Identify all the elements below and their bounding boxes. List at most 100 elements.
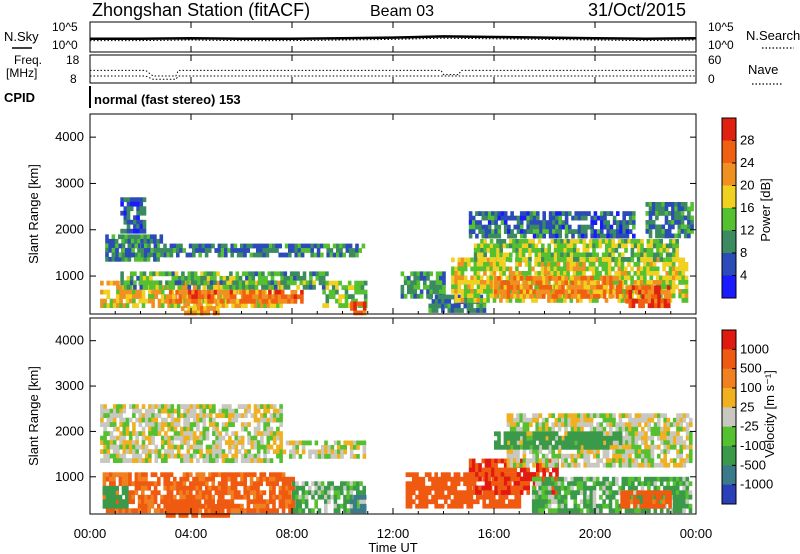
heatmap-cell	[538, 485, 542, 491]
heatmap-cell	[483, 239, 487, 244]
heatmap-cell	[154, 413, 159, 418]
heatmap-cell	[195, 485, 199, 491]
heatmap-cell	[141, 476, 145, 482]
heatmap-cell	[246, 490, 251, 496]
cpid-label: CPID	[4, 90, 35, 105]
heatmap-cell	[118, 499, 123, 505]
heatmap-cell	[435, 275, 440, 281]
heatmap-cell	[678, 271, 682, 276]
heatmap-cell	[253, 494, 257, 500]
heatmap-cell	[454, 289, 458, 294]
heatmap-cell	[138, 453, 143, 459]
noise-left-label: N.Sky	[4, 29, 39, 44]
heatmap-cell	[191, 289, 195, 295]
heatmap-cell	[531, 243, 535, 249]
heatmap-cell	[164, 422, 168, 427]
heatmap-cell	[591, 271, 596, 276]
heatmap-cell	[190, 310, 195, 316]
heatmap-cell	[567, 453, 571, 459]
heatmap-cell	[216, 513, 221, 518]
heatmap-cell	[170, 449, 175, 454]
heatmap-cell	[165, 508, 170, 514]
heatmap-cell	[644, 449, 648, 455]
heatmap-cell	[269, 417, 274, 423]
heatmap-cell	[557, 499, 562, 505]
heatmap-cell	[408, 503, 413, 509]
heatmap-cell	[541, 422, 546, 428]
heatmap-cell	[554, 276, 559, 281]
heatmap-cell	[141, 431, 146, 436]
heatmap-cell	[221, 404, 226, 409]
heatmap-cell	[460, 476, 464, 482]
heatmap-cell	[476, 303, 480, 309]
heatmap-cell	[185, 490, 190, 496]
heatmap-cell	[428, 308, 432, 313]
heatmap-cell	[189, 408, 194, 414]
heatmap-cell	[519, 485, 524, 491]
heatmap-cell	[484, 467, 489, 473]
heatmap-cell	[570, 494, 574, 500]
heatmap-cell	[292, 481, 296, 487]
heatmap-cell	[128, 289, 133, 295]
heatmap-cell	[126, 201, 131, 207]
heatmap-cell	[679, 440, 683, 446]
heatmap-cell	[563, 252, 567, 258]
heatmap-cell	[125, 476, 129, 482]
heatmap-cell	[687, 224, 691, 230]
heatmap-cell	[537, 248, 542, 253]
heatmap-cell	[139, 284, 144, 290]
heatmap-cell	[244, 413, 248, 418]
heatmap-cell	[535, 458, 539, 464]
heatmap-cell	[284, 243, 289, 249]
heatmap-cell	[628, 462, 632, 468]
y-tick-label: 3000	[55, 175, 84, 190]
heatmap-cell	[489, 266, 494, 272]
heatmap-cell	[535, 508, 539, 514]
heatmap-cell	[440, 472, 445, 478]
heatmap-cell	[547, 490, 552, 496]
heatmap-cell	[563, 485, 568, 491]
heatmap-cell	[492, 503, 496, 509]
heatmap-cell	[681, 298, 686, 303]
heatmap-cell	[545, 220, 550, 225]
heatmap-cell	[476, 308, 480, 313]
heatmap-cell	[586, 503, 590, 509]
heatmap-cell	[547, 257, 551, 262]
heatmap-cell	[128, 298, 133, 304]
freq-right-tick-top: 60	[708, 53, 722, 67]
heatmap-cell	[266, 404, 271, 409]
heatmap-cell	[602, 276, 607, 281]
heatmap-cell	[679, 435, 683, 441]
heatmap-cell	[289, 449, 293, 455]
heatmap-cell	[260, 440, 264, 445]
heatmap-cell	[159, 252, 164, 258]
heatmap-cell	[593, 280, 597, 286]
heatmap-cell	[208, 413, 213, 418]
heatmap-cell	[650, 435, 655, 441]
heatmap-cell	[177, 275, 182, 281]
heatmap-cell	[666, 303, 671, 309]
heatmap-cell	[186, 444, 191, 450]
heatmap-cell	[208, 458, 213, 463]
heatmap-cell	[550, 266, 554, 272]
heatmap-cell	[681, 280, 686, 285]
heatmap-cell	[336, 252, 340, 258]
heatmap-cell	[580, 413, 584, 419]
heatmap-cell	[493, 243, 497, 249]
heatmap-cell	[298, 454, 303, 459]
heatmap-cell	[412, 485, 416, 491]
heatmap-cell	[654, 294, 658, 300]
heatmap-cell	[191, 508, 195, 514]
heatmap-cell	[519, 435, 523, 441]
heatmap-cell	[608, 252, 612, 258]
heatmap-cell	[447, 472, 451, 478]
heatmap-cell	[301, 490, 306, 496]
heatmap-cell	[615, 294, 620, 299]
heatmap-cell	[431, 481, 435, 487]
heatmap-cell	[503, 215, 508, 221]
heatmap-cell	[263, 458, 267, 463]
heatmap-cell	[198, 472, 203, 478]
heatmap-cell	[220, 289, 224, 295]
heatmap-cell	[207, 499, 211, 505]
